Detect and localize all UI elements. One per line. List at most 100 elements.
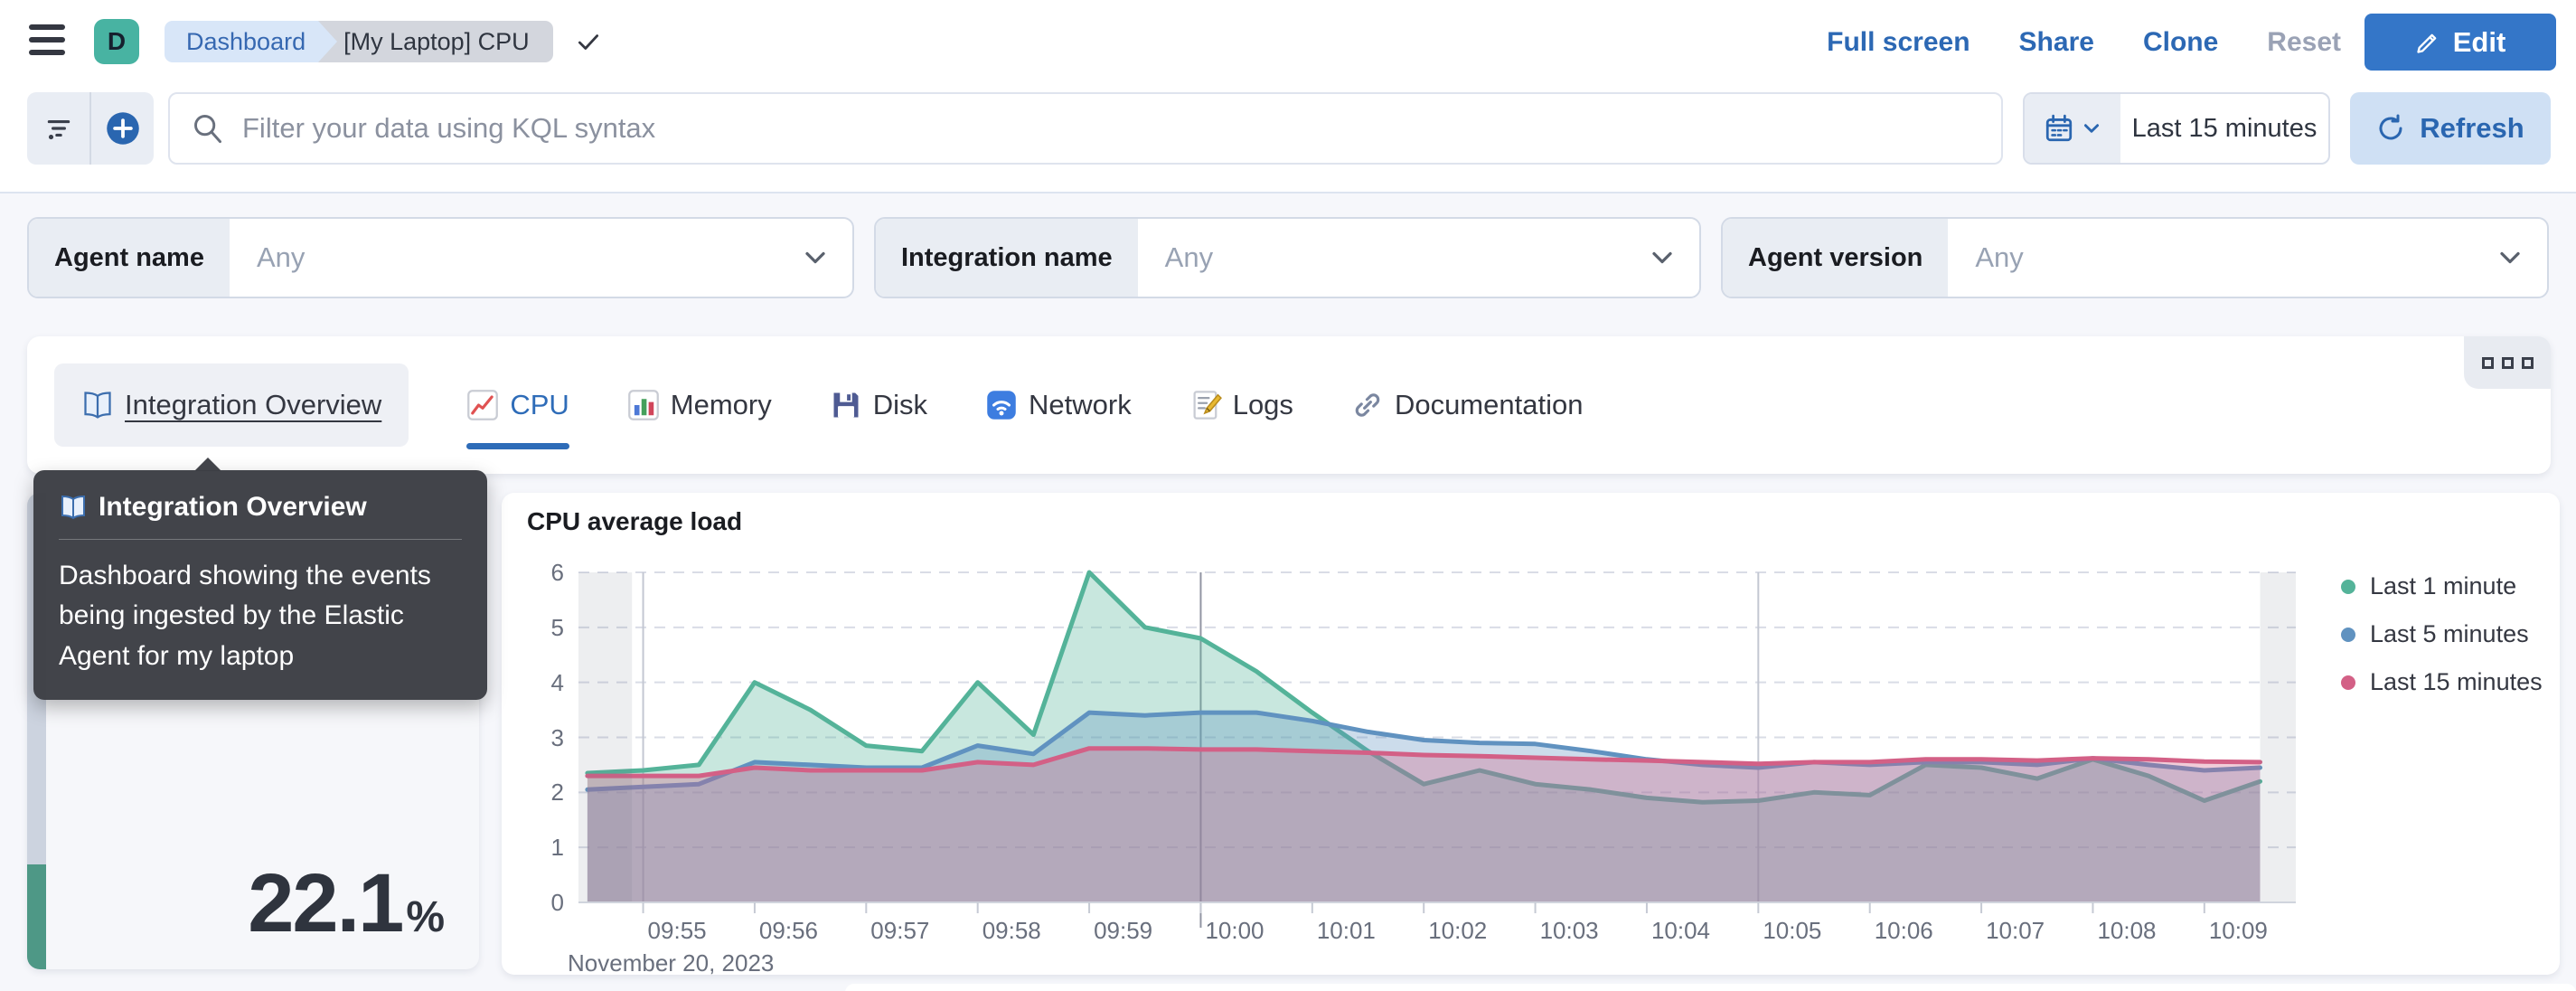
- tab-disk[interactable]: Disk: [830, 389, 927, 421]
- chart-title: CPU average load: [527, 507, 743, 535]
- x-axis-tick-label: 10:09: [2208, 917, 2268, 944]
- legend-label: Last 15 minutes: [2370, 668, 2543, 695]
- x-axis-tick-label: 09:56: [758, 917, 818, 944]
- tab-label: CPU: [510, 389, 569, 420]
- full-screen-link[interactable]: Full screen: [1827, 27, 1970, 57]
- book-icon: [61, 495, 85, 520]
- tab-label: Memory: [670, 389, 772, 420]
- y-axis-tick-label: 0: [550, 889, 564, 916]
- breadcrumb-dashboard[interactable]: Dashboard: [165, 21, 338, 62]
- y-axis-tick-label: 1: [550, 834, 564, 862]
- tab-label: Integration Overview: [125, 389, 382, 420]
- chart-legend: Last 1 minute Last 5 minutes Last 15 min…: [2341, 572, 2543, 696]
- agent-name-filter-value: Any: [256, 241, 306, 273]
- legend-item[interactable]: Last 1 minute: [2341, 572, 2543, 600]
- x-axis-tick-label: 10:02: [1428, 917, 1488, 944]
- filter-funnel-icon: [47, 119, 70, 140]
- tab-label: Disk: [872, 389, 927, 420]
- y-axis-tick-label: 2: [550, 779, 564, 807]
- agent-version-filter[interactable]: Agent version Any: [1721, 217, 2549, 298]
- x-axis-tick-label: 10:04: [1650, 917, 1711, 944]
- x-axis-tick-label: 09:57: [870, 917, 930, 944]
- metric-progress-fill: [27, 864, 46, 969]
- legend-dot: [2341, 627, 2355, 642]
- search-icon: [194, 115, 221, 144]
- legend-item[interactable]: Last 5 minutes: [2341, 620, 2543, 648]
- book-icon: [84, 392, 111, 419]
- add-filter-button[interactable]: [91, 92, 154, 165]
- refresh-button[interactable]: Refresh: [2350, 92, 2551, 165]
- x-axis-tick-label: 10:00: [1205, 917, 1264, 944]
- tooltip-divider: [59, 539, 462, 540]
- clone-link[interactable]: Clone: [2142, 27, 2219, 57]
- calendar-icon: [2045, 114, 2073, 142]
- tab-documentation[interactable]: Documentation: [1351, 389, 1584, 421]
- cpu-average-load-panel: CPU average load 0 1 2 3 4 5 6 09:55 09:56 09:57 0…: [502, 493, 2560, 977]
- tab-label: Documentation: [1394, 389, 1584, 420]
- edit-button[interactable]: Edit: [2364, 14, 2556, 71]
- time-range-picker[interactable]: Last 15 minutes: [2023, 92, 2330, 165]
- tab-label: Logs: [1232, 389, 1293, 420]
- tab-tooltip: Integration Overview Dashboard showing t…: [33, 457, 487, 701]
- tooltip-title: Integration Overview: [99, 492, 367, 522]
- agent-name-filter[interactable]: Agent name Any: [27, 217, 854, 298]
- x-axis-tick-label: 10:06: [1874, 917, 1933, 944]
- kql-search-input[interactable]: Filter your data using KQL syntax: [168, 92, 2003, 165]
- tab-cpu[interactable]: CPU: [466, 389, 570, 449]
- next-row-panel: [845, 984, 2576, 991]
- cpu-load-area-chart[interactable]: 0 1 2 3 4 5 6 09:55 09:56 09:57 09:58 09:59 10:00 10:…: [551, 559, 2296, 977]
- integration-name-filter-value: Any: [1164, 241, 1214, 273]
- integration-name-filter-label: Integration name: [876, 219, 1138, 297]
- legend-label: Last 5 minutes: [2370, 620, 2529, 647]
- kql-placeholder: Filter your data using KQL syntax: [242, 112, 656, 144]
- x-axis-tick-label: 10:01: [1316, 917, 1376, 944]
- legend-dot: [2341, 579, 2355, 594]
- check-icon: [578, 34, 598, 50]
- chevron-down-icon: [2083, 124, 2100, 133]
- legend-item[interactable]: Last 15 minutes: [2341, 668, 2543, 696]
- tab-memory[interactable]: Memory: [627, 389, 772, 421]
- markdown-tabs-panel: Integration Overview CPU Memory Disk Net…: [27, 336, 2551, 474]
- wireless-icon: [987, 391, 1016, 420]
- agent-version-filter-value: Any: [1975, 241, 2024, 273]
- x-axis-tick-label: 09:59: [1094, 917, 1153, 944]
- top-header: D Dashboard [My Laptop] CPU Full screen …: [0, 0, 2576, 85]
- dashboard-canvas: Agent name Any Integration name Any Agen…: [0, 193, 2576, 991]
- reset-link[interactable]: Reset: [2267, 27, 2341, 57]
- agent-name-filter-label: Agent name: [29, 219, 230, 297]
- y-axis-tick-label: 4: [550, 668, 564, 696]
- breadcrumb-current-page[interactable]: [My Laptop] CPU: [304, 21, 553, 62]
- space-avatar[interactable]: D: [94, 19, 139, 64]
- share-link[interactable]: Share: [2018, 27, 2094, 57]
- tab-label: Network: [1029, 389, 1132, 420]
- metric-number: 22.1 %: [248, 856, 445, 951]
- metric-unit: %: [406, 893, 445, 941]
- tab-network[interactable]: Network: [985, 389, 1132, 421]
- refresh-button-label: Refresh: [2420, 112, 2524, 144]
- edit-button-label: Edit: [2452, 25, 2506, 58]
- memo-icon: [1193, 391, 1222, 420]
- tab-logs[interactable]: Logs: [1189, 389, 1293, 421]
- x-axis-tick-label: 10:08: [2097, 917, 2157, 944]
- tooltip-body: Dashboard showing the events being inges…: [59, 561, 431, 671]
- pencil-icon: [2417, 33, 2437, 53]
- metric-value: 22.1: [248, 857, 404, 949]
- tab-integration-overview[interactable]: Integration Overview: [54, 363, 409, 447]
- menu-icon[interactable]: [29, 24, 65, 55]
- agent-version-filter-label: Agent version: [1723, 219, 1949, 297]
- calendar-menu-button[interactable]: [2025, 94, 2120, 163]
- chevron-down-icon: [805, 251, 825, 264]
- link-icon: [1355, 393, 1380, 417]
- x-axis-date-label: November 20, 2023: [568, 949, 775, 977]
- breadcrumb: Dashboard [My Laptop] CPU: [165, 21, 602, 62]
- panel-options-button[interactable]: [2464, 336, 2551, 389]
- saved-filters-button[interactable]: [27, 92, 89, 165]
- x-axis-tick-label: 10:07: [1986, 917, 2045, 944]
- y-axis-tick-label: 6: [550, 559, 564, 586]
- floppy-disk-icon: [833, 392, 859, 418]
- integration-name-filter[interactable]: Integration name Any: [874, 217, 1701, 298]
- y-axis-tick-label: 5: [550, 613, 564, 641]
- time-range-value[interactable]: Last 15 minutes: [2131, 113, 2317, 143]
- filter-controls: [27, 92, 154, 165]
- dashboard-tabs: Integration Overview CPU Memory Disk Net…: [54, 336, 1583, 474]
